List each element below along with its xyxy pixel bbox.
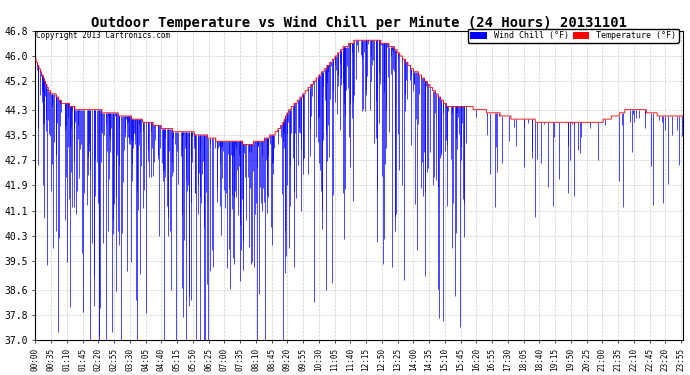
Text: Copyright 2013 Cartronics.com: Copyright 2013 Cartronics.com [36,31,170,40]
Title: Outdoor Temperature vs Wind Chill per Minute (24 Hours) 20131101: Outdoor Temperature vs Wind Chill per Mi… [91,15,627,30]
Legend: Wind Chill (°F), Temperature (°F): Wind Chill (°F), Temperature (°F) [468,29,679,43]
